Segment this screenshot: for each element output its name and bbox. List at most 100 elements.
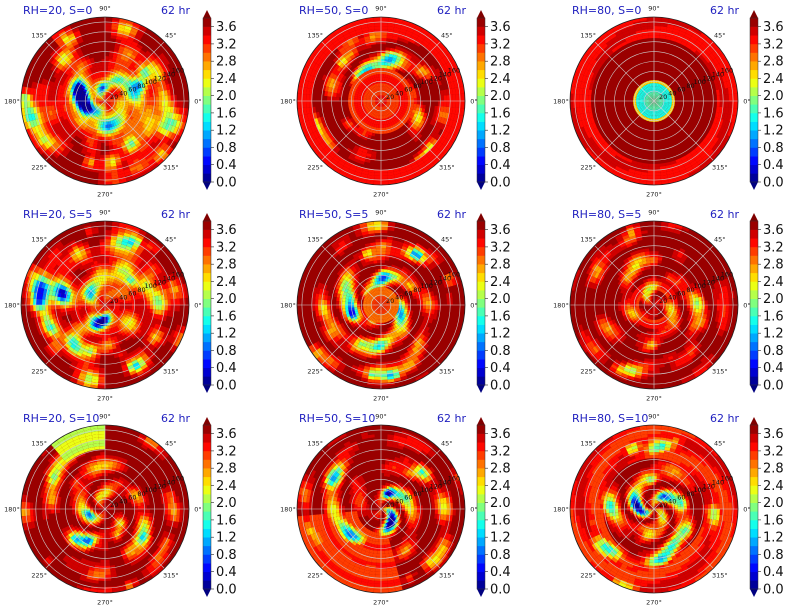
radial-tick-label: 120 xyxy=(154,74,166,82)
colorbar-extend-min xyxy=(477,589,485,597)
panel-time: 62 hr xyxy=(161,4,190,17)
colorbar-segment xyxy=(750,468,758,478)
colorbar-segment xyxy=(750,459,758,469)
angle-tick-label: 180° xyxy=(4,302,20,310)
grid-spoke xyxy=(45,245,106,306)
colorbar-tick-label: 2.8 xyxy=(216,258,237,273)
colorbar-tick-label: 1.6 xyxy=(490,513,511,528)
colorbar-tick-label: 0.0 xyxy=(763,176,784,191)
grid-spoke xyxy=(104,100,165,161)
colorbar-segment xyxy=(203,52,211,62)
radial-tick-label: 100 xyxy=(693,78,705,86)
colorbar-segment xyxy=(203,459,211,469)
colorbar-segment xyxy=(203,425,211,434)
colorbar-segment xyxy=(750,104,758,114)
colorbar-extend-max xyxy=(203,10,211,18)
radial-tick-label: 140 xyxy=(163,275,175,283)
radial-tick-label: 100 xyxy=(144,282,156,290)
colorbar-segment xyxy=(477,442,485,452)
angle-tick-label: 0° xyxy=(743,506,750,514)
colorbar-segment xyxy=(750,246,758,256)
angle-tick-label: 135° xyxy=(307,236,323,244)
angle-tick-label: 225° xyxy=(31,571,47,579)
colorbar-segment xyxy=(477,156,485,166)
colorbar-tick-label: 0.0 xyxy=(216,583,237,598)
radial-tick-label: 100 xyxy=(420,78,432,86)
colorbar-segment xyxy=(203,528,211,538)
angle-tick-label: 270° xyxy=(373,599,389,607)
colorbar-segment xyxy=(750,130,758,140)
angle-tick-label: 180° xyxy=(280,98,296,106)
colorbar-segment xyxy=(750,221,758,230)
colorbar-tick-label: 0.0 xyxy=(490,379,511,394)
grid-spoke xyxy=(594,304,655,365)
radial-tick-label: 160 xyxy=(448,475,460,483)
polar-outline xyxy=(569,220,739,390)
colorbar-tick-label: 0.4 xyxy=(490,361,511,376)
panel-title: RH=80, S=0 xyxy=(572,4,641,17)
radial-tick-label: 60 xyxy=(404,86,412,94)
colorbar-segment xyxy=(750,112,758,122)
colorbar-tick-label: 0.0 xyxy=(216,379,237,394)
colorbar-segment xyxy=(203,43,211,53)
radial-tick-label: 40 xyxy=(668,497,676,505)
colorbar-tick-label: 3.2 xyxy=(216,240,237,255)
colorbar-segment xyxy=(477,43,485,53)
colorbar-tick-label: 1.2 xyxy=(216,327,237,342)
panel-time: 62 hr xyxy=(710,412,739,425)
colorbar-segment xyxy=(203,138,211,148)
colorbar-segment xyxy=(203,563,211,573)
polar-panel: 0°45°90°135°180°225°270°315°20 40 60 801001… xyxy=(4,4,202,199)
angle-tick-label: 135° xyxy=(307,440,323,448)
colorbar: 0.0 0.4 0.8 1.2 1.6 2.0 2.4 2.8 3.2 3.6 xyxy=(476,417,511,598)
colorbar-tick-label: 0.8 xyxy=(763,141,784,156)
polar-outline xyxy=(296,220,466,390)
colorbar-segment xyxy=(203,324,211,334)
colorbar-tick-label: 1.6 xyxy=(490,309,511,324)
polar-panel: 0°45°90°135°180°225°270°315°20 40 60 801001… xyxy=(280,4,478,199)
radial-tick-label: 40 xyxy=(119,89,127,97)
colorbar-tick-label: 3.2 xyxy=(490,444,511,459)
radial-tick-label: 80 xyxy=(686,286,694,294)
angle-tick-label: 225° xyxy=(307,367,323,375)
colorbar-segment xyxy=(750,433,758,443)
colorbar-segment xyxy=(750,272,758,282)
angle-tick-label: 315° xyxy=(712,367,728,375)
colorbar-segment xyxy=(750,26,758,36)
colorbar-segment xyxy=(477,450,485,460)
grid-spoke xyxy=(45,508,106,569)
colorbar-segment xyxy=(750,173,758,183)
colorbar-segment xyxy=(203,468,211,478)
colorbar-segment xyxy=(203,104,211,114)
colorbar-tick-label: 2.0 xyxy=(763,89,784,104)
colorbar-segment xyxy=(203,78,211,88)
colorbar-tick-label: 2.8 xyxy=(216,462,237,477)
colorbar-frame xyxy=(476,424,486,590)
angle-tick-label: 225° xyxy=(580,571,596,579)
grid-spoke xyxy=(321,245,382,306)
colorbar-extend-max xyxy=(203,213,211,221)
panel-title: RH=20, S=5 xyxy=(23,208,92,221)
colorbar-tick-label: 0.4 xyxy=(490,565,511,580)
panel-time: 62 hr xyxy=(161,412,190,425)
angle-tick-label: 135° xyxy=(307,32,323,40)
colorbar-segment xyxy=(477,104,485,114)
colorbar-tick-label: 2.8 xyxy=(763,462,784,477)
grid-spoke xyxy=(653,100,714,161)
angle-tick-label: 225° xyxy=(580,367,596,375)
radial-tick-label: 140 xyxy=(712,479,724,487)
colorbar-segment xyxy=(477,554,485,564)
colorbar-segment xyxy=(477,246,485,256)
grid-spoke xyxy=(653,304,714,365)
colorbar-segment xyxy=(750,537,758,547)
radial-tick-label: 100 xyxy=(144,78,156,86)
colorbar-tick-label: 3.2 xyxy=(490,240,511,255)
radial-tick-label: 60 xyxy=(677,290,685,298)
colorbar-tick-label: 1.2 xyxy=(763,124,784,139)
colorbar-tick-label: 3.6 xyxy=(216,427,237,442)
colorbar-segment xyxy=(750,281,758,291)
angle-tick-label: 45° xyxy=(714,32,726,40)
colorbar-tick-label: 3.6 xyxy=(763,427,784,442)
colorbar-segment xyxy=(203,359,211,369)
panel-time: 62 hr xyxy=(710,208,739,221)
